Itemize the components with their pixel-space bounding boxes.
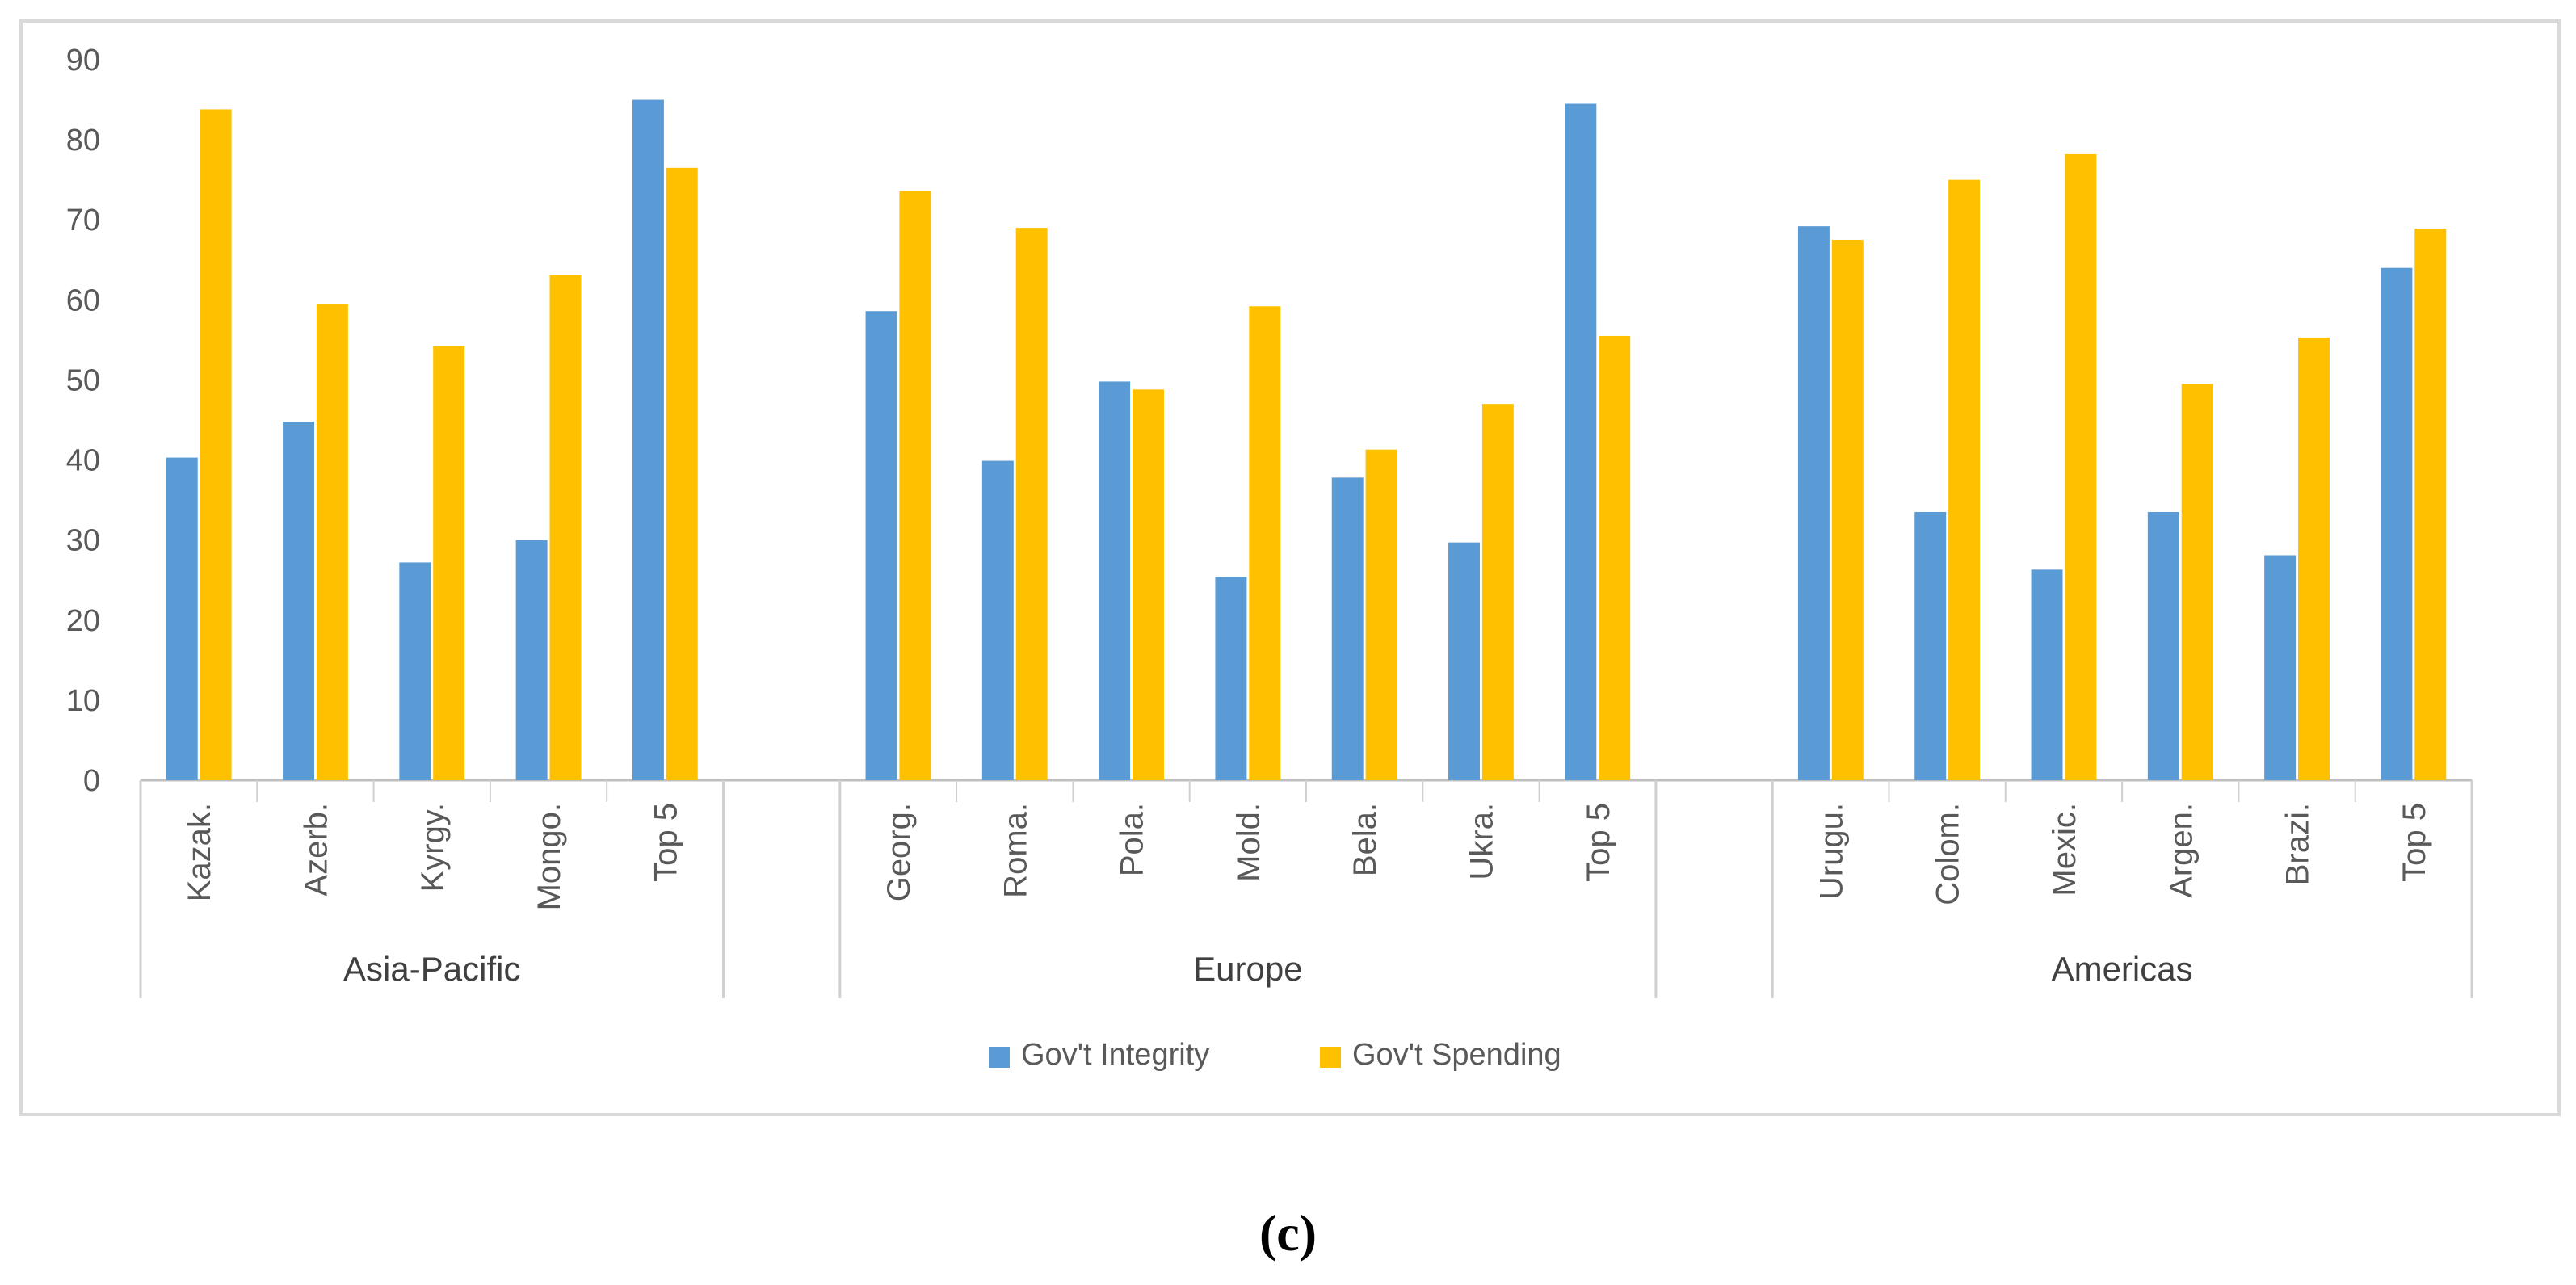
bar-govt-integrity [2031,569,2063,780]
x-category-label: Argen. [2163,803,2199,898]
bar-govt-integrity [2147,511,2179,780]
bar-govt-integrity [399,562,431,780]
bar-govt-integrity [632,99,664,781]
bar-govt-integrity [1331,477,1364,780]
y-tick-label: 50 [66,363,100,397]
x-category-label: Top 5 [2397,803,2432,882]
bar-govt-integrity [981,460,1014,780]
y-tick-label: 30 [66,524,100,558]
bar-govt-integrity [283,421,315,780]
y-tick-label: 40 [66,444,100,478]
bar-govt-integrity [166,457,198,780]
y-tick-label: 70 [66,204,100,237]
y-tick-label: 60 [66,283,100,317]
bar-govt-spending [2297,337,2330,781]
y-tick-label: 10 [66,684,100,718]
legend-label: Gov't Integrity [1021,1038,1209,1072]
bar-govt-spending [1831,240,1864,780]
bar-govt-integrity [1914,511,1947,780]
bar-govt-spending [433,346,465,781]
bar-govt-spending [1249,306,1281,780]
bar-govt-spending [1132,389,1164,780]
x-category-label: Urugu. [1813,803,1849,900]
x-category-label: Mold. [1231,803,1267,882]
panel-label: (c) [0,1203,2576,1263]
bar-govt-spending [666,167,698,781]
x-category-label: Colom. [1931,803,1966,905]
x-category-label: Kazak. [182,803,217,901]
bar-govt-integrity [1215,577,1247,780]
legend-label: Gov't Spending [1352,1038,1561,1072]
bar-govt-integrity [2264,555,2297,780]
bar-govt-integrity [1099,381,1131,780]
y-tick-label: 20 [66,604,100,638]
bar-chart: 0 10 20 30 40 50 60 70 80 90 Kazak. Azerb. Kyrgy. Mon… [66,44,2473,1072]
bar-govt-integrity [1797,226,1830,780]
y-tick-label: 0 [83,764,100,798]
panel-label-text: (c) [1259,1204,1317,1262]
bar-govt-integrity [865,311,897,781]
x-group-label: Americas [2052,950,2193,988]
bar-govt-integrity [1448,542,1481,780]
bar-govt-spending [899,191,931,780]
x-category-label: Azerb. [298,803,334,897]
x-group-label: Asia-Pacific [343,950,520,988]
bar-govt-spending [316,304,348,780]
bar-govt-spending [2181,384,2213,780]
x-category-label: Mexic. [2047,803,2082,897]
x-category-label: Mongo. [532,803,567,910]
x-category-label: Brazi. [2280,803,2316,885]
x-category-label: Top 5 [648,803,683,882]
legend-swatch [989,1047,1010,1068]
bar-govt-spending [200,109,232,781]
chart-frame: 0 10 20 30 40 50 60 70 80 90 Kazak. Azerb. Kyrgy. Mon… [19,19,2561,1116]
x-category-label: Pola. [1115,803,1150,876]
bar-govt-spending [1365,449,1397,780]
y-tick-label: 80 [66,124,100,157]
x-category-label: Top 5 [1581,803,1616,882]
bar-govt-integrity [1565,103,1597,780]
bar-govt-spending [549,275,582,780]
bar-govt-spending [1015,228,1048,781]
bar-govt-spending [1599,335,1631,780]
x-category-label: Ukra. [1464,803,1499,880]
x-category-label: Kyrgy. [415,803,451,892]
bar-govt-spending [2414,229,2447,780]
x-category-label: Roma. [998,803,1033,898]
y-tick-label: 90 [66,44,100,78]
legend-swatch [1320,1047,1341,1068]
x-category-label: Bela. [1347,803,1383,876]
x-group-label: Europe [1193,950,1302,988]
bar-govt-spending [1481,404,1514,780]
x-category-label: Georg. [881,803,917,901]
bar-govt-spending [1948,179,1981,780]
bar-govt-spending [2065,153,2097,780]
bar-govt-integrity [2381,267,2413,780]
bar-govt-integrity [515,540,548,780]
